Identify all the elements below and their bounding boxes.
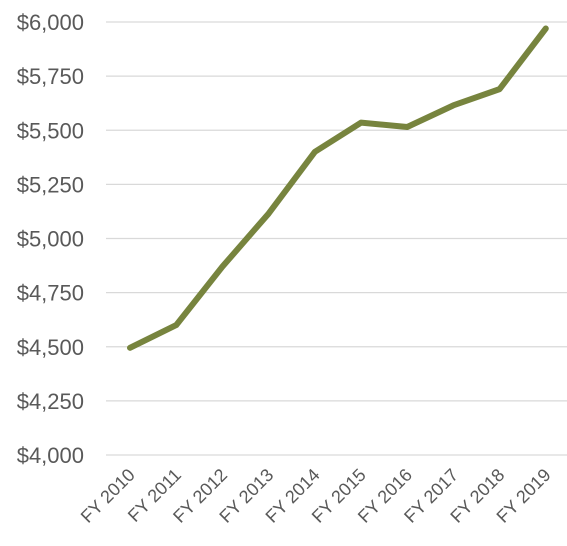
y-tick-label: $4,500 — [17, 335, 84, 360]
y-tick-label: $5,500 — [17, 118, 84, 143]
y-tick-label: $4,250 — [17, 389, 84, 414]
y-tick-label: $5,750 — [17, 64, 84, 89]
y-tick-label: $6,000 — [17, 10, 84, 35]
y-tick-label: $4,750 — [17, 281, 84, 306]
y-tick-label: $5,000 — [17, 227, 84, 252]
series-line — [127, 25, 549, 351]
y-axis-tick-labels: $4,000 $4,250 $4,500 $4,750 $5,000 $5,250 $5,5… — [17, 10, 84, 468]
y-tick-label: $5,250 — [17, 172, 84, 197]
series — [127, 25, 549, 351]
gridlines — [106, 21, 567, 456]
y-tick-label: $4,000 — [17, 443, 84, 468]
